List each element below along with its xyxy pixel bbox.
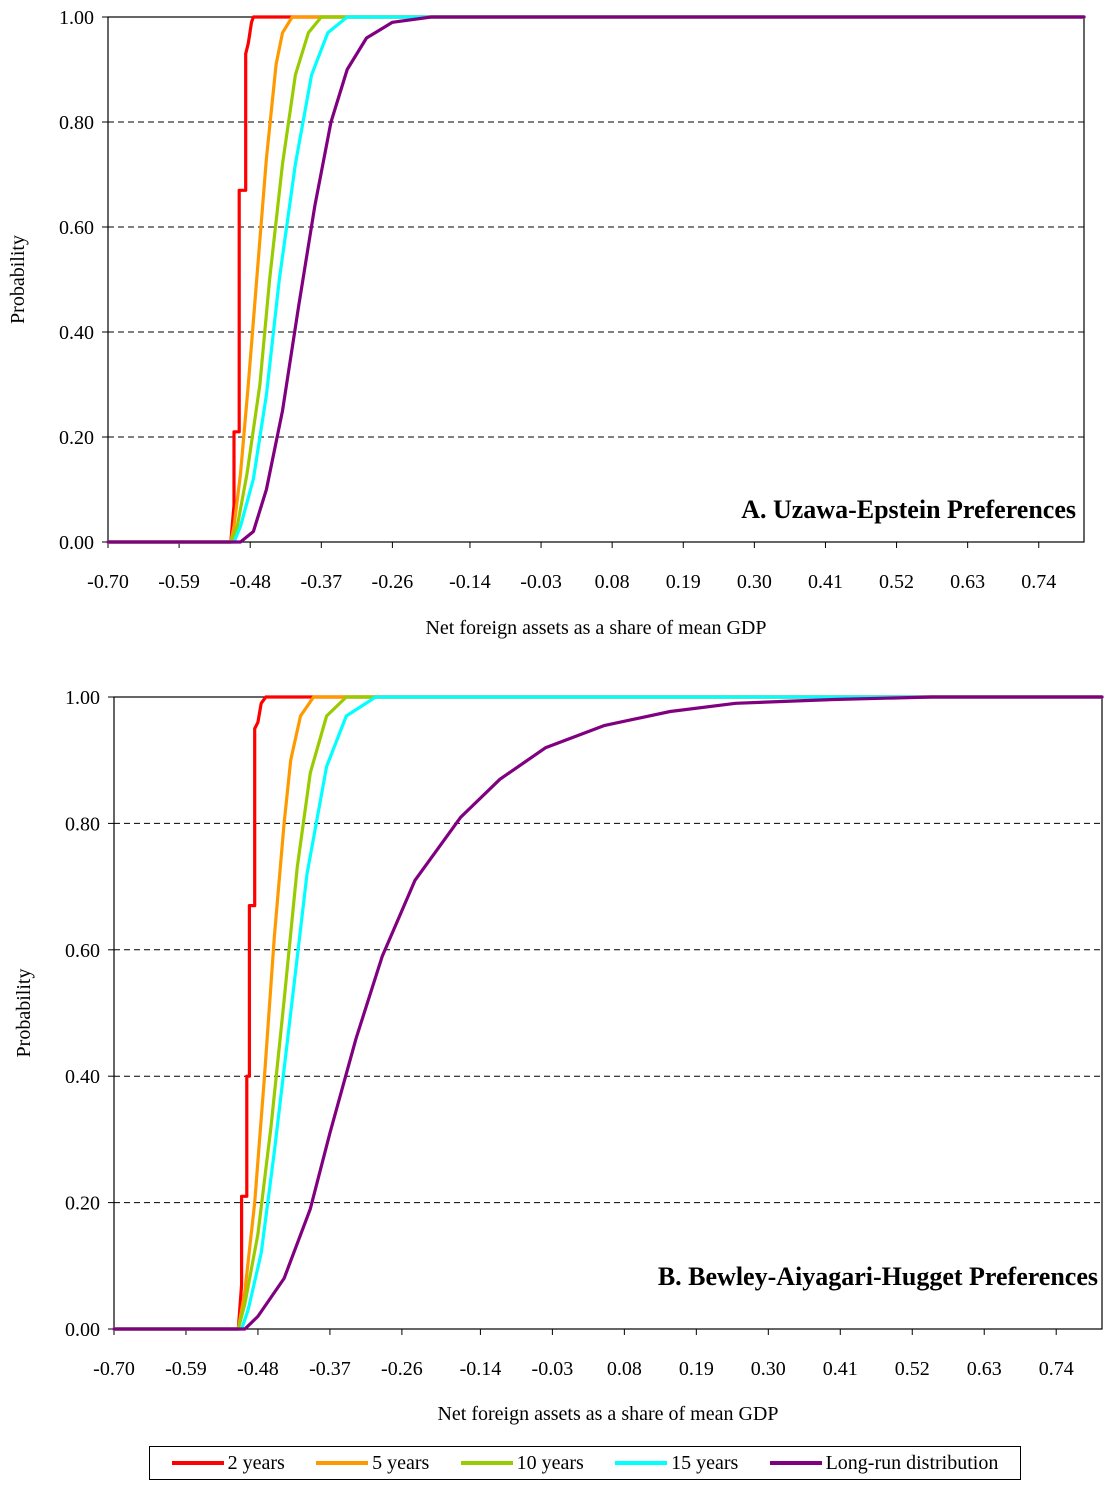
chart-a-x-tick-label: 0.41: [808, 571, 843, 593]
chart-b-series-2-line: [112, 695, 1104, 1331]
legend-label: 10 years: [516, 1451, 584, 1474]
chart-a-y-tick-label: 0.40: [59, 322, 94, 344]
chart-b-x-tick-label: 0.52: [895, 1358, 930, 1380]
legend-swatch-10-years: [460, 1461, 513, 1465]
chart-b-x-tick-label: 0.30: [751, 1358, 786, 1380]
chart-b-x-tick-label: -0.37: [309, 1358, 351, 1380]
legend: 2 years 5 years 10 years 15 years Long-r…: [149, 1446, 1021, 1480]
chart-b-x-tick-label: 0.08: [607, 1358, 642, 1380]
chart-b-x-tick-label: -0.59: [165, 1358, 207, 1380]
chart-b-series-3-line: [112, 695, 1104, 1331]
chart-b-y-tick-label: 1.00: [65, 687, 100, 709]
chart-b-y-tick-label: 0.00: [65, 1319, 100, 1341]
chart-a-x-tick-label: 0.63: [950, 571, 985, 593]
chart-a-series-5-line: [106, 15, 1086, 544]
chart-b-x-axis-label: Net foreign assets as a share of mean GD…: [437, 1403, 778, 1425]
chart-a-y-tick-label: 0.60: [59, 217, 94, 239]
legend-item-long-run: Long-run distribution: [769, 1451, 999, 1475]
chart-b-title: B. Bewley-Aiyagari-Hugget Preferences: [658, 1262, 1098, 1291]
chart-a-x-tick-label: -0.14: [449, 571, 491, 593]
chart-b-x-tick-label: -0.48: [237, 1358, 279, 1380]
chart-b-y-tick-label: 0.20: [65, 1193, 100, 1215]
legend-item-5-years: 5 years: [316, 1452, 429, 1475]
legend-swatch-2-years: [171, 1461, 224, 1465]
chart-b-x-tick-label: 0.63: [967, 1358, 1002, 1380]
chart-a-series-4-line: [106, 15, 1086, 544]
chart-a-x-tick-label: 0.19: [666, 571, 701, 593]
chart-a-x-tick-label: 0.52: [879, 571, 914, 593]
legend-label: Long-run distribution: [825, 1451, 999, 1474]
chart-b-series-5-line: [112, 695, 1104, 1331]
chart-a-x-tick-label: 0.08: [595, 571, 630, 593]
chart-a-x-tick-label: -0.03: [520, 571, 562, 593]
chart-b-x-tick-label: 0.74: [1039, 1358, 1074, 1380]
chart-a-x-tick-label: -0.59: [158, 571, 200, 593]
chart-b-y-tick-label: 0.40: [65, 1066, 100, 1088]
chart-b-x-tick-label: -0.03: [532, 1358, 574, 1380]
chart-a-y-tick-label: 0.20: [59, 427, 94, 449]
charts-canvas: 0.00 0.20 0.40 0.60 0.80 1.00 -0.70 -0.59 -0.48 -…: [7, 7, 1104, 1425]
chart-b-y-tick-label: 0.80: [65, 813, 100, 835]
chart-b-x-tick-label: -0.26: [381, 1358, 423, 1380]
legend-label: 5 years: [372, 1451, 430, 1474]
legend-swatch-5-years: [316, 1461, 369, 1465]
chart-a-x-axis-label: Net foreign assets as a share of mean GD…: [425, 617, 766, 639]
chart-b-y-tick-label: 0.60: [65, 940, 100, 962]
legend-swatch-long-run: [769, 1461, 822, 1465]
chart-a-series-1-line: [106, 15, 1086, 544]
chart-a-title: A. Uzawa-Epstein Preferences: [741, 495, 1076, 524]
chart-a-x-tick-label: -0.37: [300, 571, 342, 593]
chart-b-x-tick-label: -0.70: [93, 1358, 135, 1380]
chart-a-y-tick-label: 0.00: [59, 532, 94, 554]
legend-item-2-years: 2 years: [171, 1451, 285, 1475]
legend-swatch-15-years: [615, 1461, 668, 1465]
chart-a-x-tick-label: 0.30: [737, 571, 772, 593]
chart-a-x-tick-label: -0.26: [372, 571, 414, 593]
chart-b-x-tick-label: 0.41: [823, 1358, 858, 1380]
chart-a-series-2-line: [106, 15, 1086, 544]
chart-a-x-tick-label: -0.48: [229, 571, 271, 593]
chart-b-series-4-line: [112, 695, 1104, 1331]
chart-b-x-tick-label: -0.14: [460, 1358, 502, 1380]
chart-b-y-axis-label: Probability: [13, 969, 35, 1058]
legend-item-10-years: 10 years: [460, 1451, 584, 1475]
chart-a-y-tick-label: 0.80: [59, 112, 94, 134]
legend-label: 15 years: [671, 1451, 739, 1474]
chart-b-series-1-line: [112, 695, 1104, 1331]
legend-label: 2 years: [227, 1451, 285, 1474]
chart-a-x-tick-label: 0.74: [1021, 571, 1056, 593]
legend-item-15-years: 15 years: [615, 1452, 738, 1475]
chart-a-y-axis-label: Probability: [7, 235, 29, 324]
chart-b-x-tick-label: 0.19: [679, 1358, 714, 1380]
chart-a-x-tick-label: -0.70: [87, 571, 129, 593]
chart-a-y-tick-label: 1.00: [59, 7, 94, 29]
chart-a-series-3-line: [106, 15, 1086, 544]
